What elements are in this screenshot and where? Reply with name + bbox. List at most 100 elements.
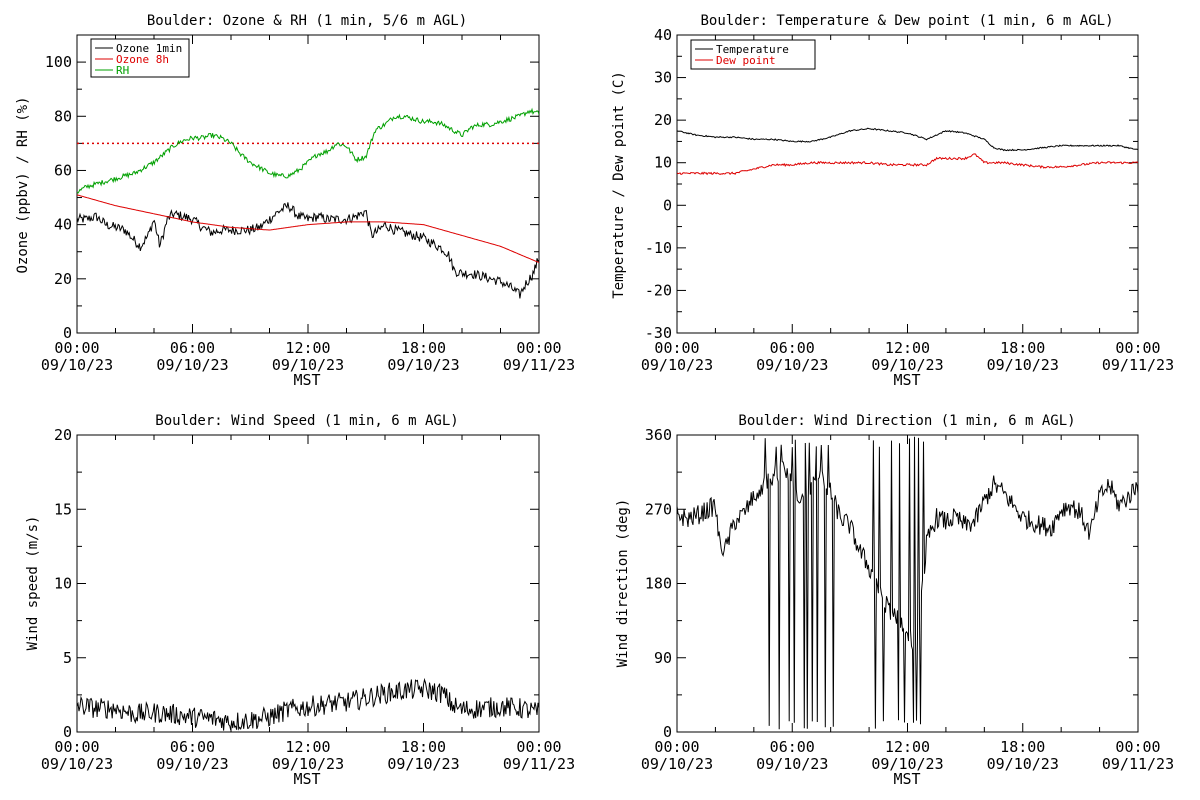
legend-box — [690, 39, 816, 70]
x-tick-label: 12:00 — [885, 339, 930, 357]
plot-frame — [76, 34, 540, 334]
x-tick-label: 00:00 — [54, 738, 99, 756]
x-tick-date-label: 09/11/23 — [503, 356, 575, 374]
x-tick-label: 06:00 — [770, 738, 815, 756]
y-axis-label: Wind speed (m/s) — [25, 516, 41, 651]
series-line-series-0 — [677, 436, 1138, 730]
x-tick-date-label: 09/10/23 — [641, 755, 713, 773]
x-tick-date-label: 09/10/23 — [156, 356, 228, 374]
y-tick-label: 20 — [654, 111, 672, 129]
plot-area: 09018027036000:0009/10/2306:0009/10/2312… — [641, 426, 1174, 773]
chart-title: Boulder: Wind Direction (1 min, 6 m AGL) — [738, 413, 1075, 429]
legend-label-dew-point: Dew point — [716, 54, 776, 67]
y-tick-label: 40 — [654, 26, 672, 44]
y-tick-label: -20 — [645, 281, 672, 299]
x-tick-date-label: 09/10/23 — [41, 356, 113, 374]
series-line-ozone-1min — [77, 202, 539, 299]
legend-box — [90, 38, 190, 78]
y-tick-label: 0 — [663, 196, 672, 214]
x-axis-label: MST — [293, 371, 320, 389]
x-tick-label: 00:00 — [1115, 738, 1160, 756]
legend-label-rh: RH — [116, 64, 129, 77]
x-tick-date-label: 09/10/23 — [871, 755, 943, 773]
y-tick-label: -10 — [645, 239, 672, 257]
y-tick-label: 20 — [54, 270, 72, 288]
y-tick-label: 100 — [45, 53, 72, 71]
y-tick-label: 10 — [654, 154, 672, 172]
y-tick-label: 90 — [654, 649, 672, 667]
legend-label-ozone-1min: Ozone 1min — [116, 42, 182, 55]
x-tick-label: 12:00 — [285, 339, 330, 357]
x-axis-label: MST — [293, 770, 320, 788]
y-tick-label: 60 — [54, 161, 72, 179]
plot-frame — [676, 434, 1139, 733]
y-tick-label: 0 — [63, 723, 72, 741]
x-tick-label: 12:00 — [885, 738, 930, 756]
y-tick-label: 20 — [54, 426, 72, 444]
series-line-temperature — [677, 127, 1138, 152]
wind-speed-chart: Boulder: Wind Speed (1 min, 6 m AGL) Win… — [25, 413, 575, 788]
y-tick-label: 270 — [645, 500, 672, 518]
y-tick-label: 5 — [63, 649, 72, 667]
x-tick-label: 18:00 — [401, 339, 446, 357]
legend-label-ozone-8h: Ozone 8h — [116, 53, 169, 66]
y-tick-label: 0 — [63, 324, 72, 342]
legend-label-temperature: Temperature — [716, 43, 789, 56]
x-tick-date-label: 09/11/23 — [1102, 356, 1174, 374]
x-tick-date-label: 09/10/23 — [987, 356, 1059, 374]
y-tick-label: 30 — [654, 69, 672, 87]
x-tick-date-label: 09/10/23 — [756, 755, 828, 773]
x-tick-label: 06:00 — [170, 738, 215, 756]
x-tick-label: 00:00 — [1115, 339, 1160, 357]
y-tick-label: 180 — [645, 575, 672, 593]
y-tick-label: -30 — [645, 324, 672, 342]
y-axis-label: Temperature / Dew point (C) — [611, 71, 627, 299]
temperature-dewpoint-chart: Boulder: Temperature & Dew point (1 min,… — [611, 13, 1174, 389]
y-tick-label: 360 — [645, 426, 672, 444]
x-tick-date-label: 09/10/23 — [756, 356, 828, 374]
x-tick-label: 18:00 — [1000, 339, 1045, 357]
x-axis-label: MST — [893, 371, 920, 389]
chart-title: Boulder: Temperature & Dew point (1 min,… — [700, 13, 1113, 29]
y-axis-label: Ozone (ppbv) / RH (%) — [15, 96, 31, 273]
plot-area: 0510152000:0009/10/2306:0009/10/2312:000… — [41, 426, 575, 773]
x-tick-label: 18:00 — [1000, 738, 1045, 756]
y-tick-label: 15 — [54, 500, 72, 518]
x-tick-label: 06:00 — [770, 339, 815, 357]
x-tick-date-label: 09/10/23 — [987, 755, 1059, 773]
x-tick-date-label: 09/10/23 — [272, 356, 344, 374]
plot-area: 02040608010000:0009/10/2306:0009/10/2312… — [41, 34, 575, 374]
y-tick-label: 40 — [54, 216, 72, 234]
x-tick-date-label: 09/10/23 — [41, 755, 113, 773]
plot-frame — [76, 434, 540, 733]
x-tick-label: 00:00 — [654, 339, 699, 357]
wind-direction-chart: Boulder: Wind Direction (1 min, 6 m AGL)… — [615, 413, 1174, 788]
x-tick-date-label: 09/10/23 — [387, 755, 459, 773]
series-line-series-0 — [77, 677, 539, 731]
y-tick-label: 0 — [663, 723, 672, 741]
x-tick-label: 00:00 — [516, 339, 561, 357]
y-tick-label: 10 — [54, 575, 72, 593]
chart-title: Boulder: Wind Speed (1 min, 6 m AGL) — [155, 413, 458, 429]
x-tick-label: 00:00 — [54, 339, 99, 357]
x-tick-date-label: 09/10/23 — [641, 356, 713, 374]
x-tick-label: 18:00 — [401, 738, 446, 756]
x-tick-date-label: 09/10/23 — [871, 356, 943, 374]
x-tick-label: 12:00 — [285, 738, 330, 756]
x-tick-date-label: 09/10/23 — [387, 356, 459, 374]
series-line-ozone-8h — [77, 194, 539, 264]
series-line-rh — [77, 107, 539, 194]
y-axis-label: Wind direction (deg) — [615, 499, 631, 668]
plot-area: -30-20-1001020304000:0009/10/2306:0009/1… — [641, 26, 1174, 374]
x-tick-date-label: 09/11/23 — [1102, 755, 1174, 773]
ozone-rh-chart: Boulder: Ozone & RH (1 min, 5/6 m AGL) O… — [15, 13, 575, 389]
x-tick-label: 00:00 — [654, 738, 699, 756]
y-tick-label: 80 — [54, 107, 72, 125]
x-tick-date-label: 09/11/23 — [503, 755, 575, 773]
x-tick-label: 00:00 — [516, 738, 561, 756]
x-tick-date-label: 09/10/23 — [272, 755, 344, 773]
plot-frame — [676, 34, 1139, 334]
series-line-dew-point — [677, 153, 1138, 176]
x-axis-label: MST — [893, 770, 920, 788]
